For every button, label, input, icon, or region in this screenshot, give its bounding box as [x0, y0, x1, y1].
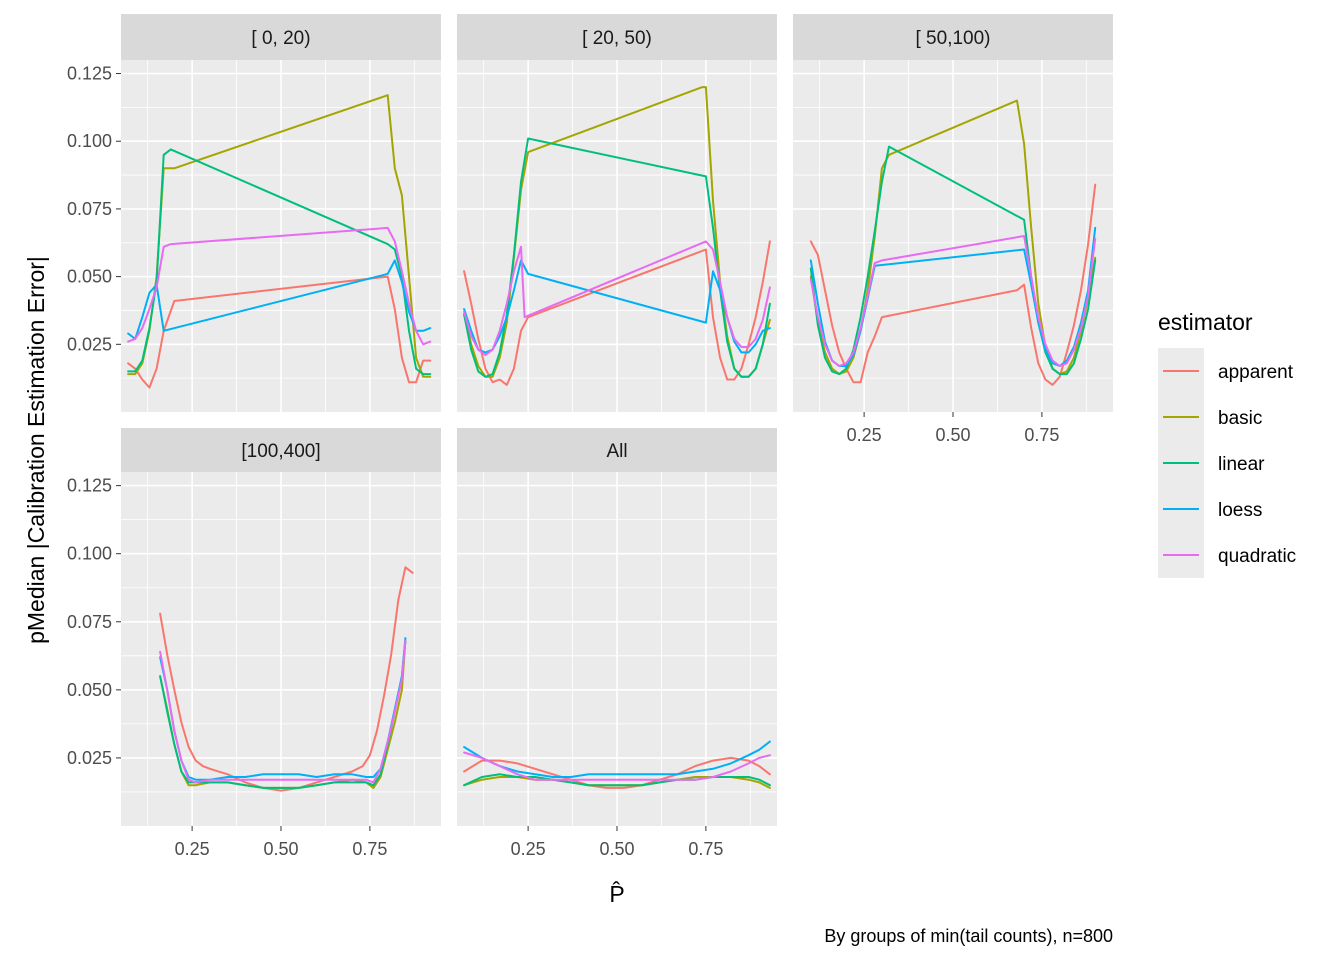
x-tick-label: 0.50 [935, 425, 970, 445]
series-line-quadratic [463, 240, 771, 357]
y-tick-label: 0.075 [67, 199, 112, 219]
y-tick-label: 0.025 [67, 334, 112, 354]
legend-items: apparent basic linear loess quadratic [1158, 348, 1296, 578]
legend-label: linear [1218, 454, 1265, 475]
caption: By groups of min(tail counts), n=800 [824, 926, 1113, 946]
series-line-linear [809, 145, 1097, 376]
y-tick-label: 0.050 [67, 680, 112, 700]
x-tick-label: 0.50 [263, 839, 298, 859]
series-line-linear [127, 148, 432, 376]
legend-item-loess: loess [1158, 486, 1262, 532]
x-tick-label: 0.25 [175, 839, 210, 859]
series-line-quadratic [809, 235, 1097, 367]
series-line-loess [463, 259, 771, 354]
series-line-quadratic [463, 751, 771, 781]
legend-item-apparent: apparent [1158, 348, 1294, 394]
facet-panel: [100,400] 0.025 0.050 0.075 0.100 0.125 0.25 0.… [67, 428, 441, 859]
y-tick-label: 0.125 [67, 476, 112, 496]
series-line-apparent [127, 275, 432, 389]
y-tick-label: 0.025 [67, 748, 112, 768]
facet-panel: [ 50,100) 0.25 0.50 0.75 [793, 14, 1113, 445]
facet-strip [121, 428, 441, 472]
legend-label: quadratic [1218, 546, 1296, 567]
legend-label: basic [1218, 408, 1262, 429]
facet-strip-label: [100,400] [241, 441, 320, 462]
y-tick-label: 0.075 [67, 612, 112, 632]
y-tick-label: 0.100 [67, 544, 112, 564]
legend: estimator apparent basic linear loess quadra… [1158, 309, 1296, 578]
series-line-loess [463, 740, 771, 778]
legend-label: apparent [1218, 362, 1294, 383]
legend-item-linear: linear [1158, 440, 1265, 486]
x-axis-title: P̂ [609, 880, 624, 907]
x-tick-label: 0.75 [352, 839, 387, 859]
facet-strip-label: [ 0, 20) [251, 28, 310, 49]
legend-item-quadratic: quadratic [1158, 532, 1296, 578]
series-line-quadratic [127, 226, 432, 346]
facet-strip [457, 14, 777, 60]
x-tick-label: 0.75 [1024, 425, 1059, 445]
y-tick-label: 0.050 [67, 267, 112, 287]
facet-panel: [ 0, 20) 0.025 0.050 0.075 0.100 0.125 [67, 14, 441, 412]
x-tick-label: 0.25 [847, 425, 882, 445]
y-tick-label: 0.125 [67, 64, 112, 84]
x-tick-label: 0.75 [688, 839, 723, 859]
series-line-apparent [463, 240, 771, 386]
legend-label: loess [1218, 500, 1262, 521]
series-line-linear [463, 773, 771, 787]
facet-strip-label: [ 20, 50) [582, 28, 652, 49]
y-axis-title: pMedian |Calibration Estimation Error| [23, 256, 49, 644]
facet-strip [793, 14, 1113, 60]
series-line-linear [159, 639, 407, 789]
facet-strip-label: All [606, 441, 627, 462]
legend-title: estimator [1158, 309, 1253, 335]
series-line-quadratic [159, 639, 407, 784]
series-line-apparent [809, 183, 1097, 386]
facet-panel: [ 20, 50) [457, 14, 777, 412]
series-line-apparent [463, 756, 771, 789]
y-tick-label: 0.100 [67, 131, 112, 151]
facet-strip [121, 14, 441, 60]
legend-item-basic: basic [1158, 394, 1262, 440]
facet-strip-label: [ 50,100) [916, 28, 991, 49]
series-line-apparent [159, 566, 414, 792]
x-tick-label: 0.50 [599, 839, 634, 859]
panels-layer: [ 0, 20) 0.025 0.050 0.075 0.100 0.125 [ 20, 5… [67, 14, 1113, 859]
facet-panel: All 0.25 0.50 0.75 [457, 428, 777, 859]
x-tick-label: 0.25 [511, 839, 546, 859]
facet-strip [457, 428, 777, 472]
series-line-linear [463, 137, 771, 378]
